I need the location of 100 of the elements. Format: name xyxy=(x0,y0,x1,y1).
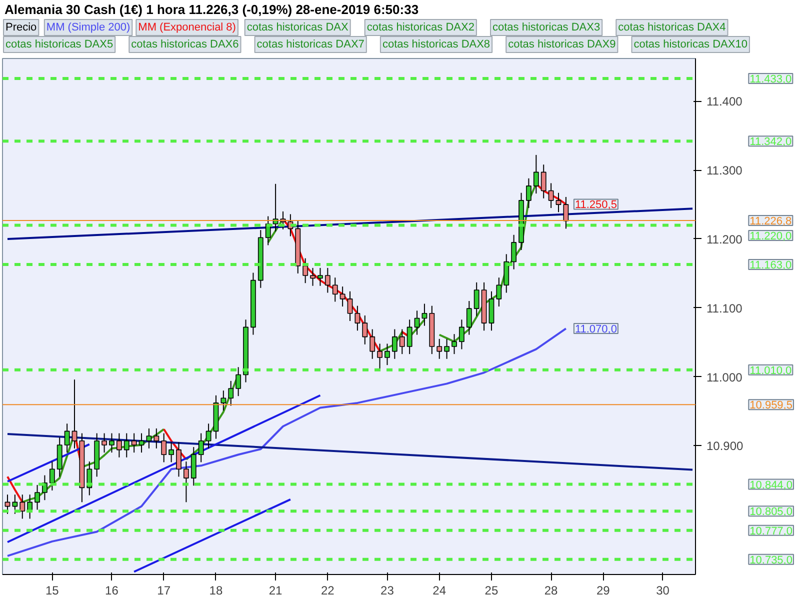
candlestick xyxy=(563,196,569,230)
candlestick xyxy=(34,484,40,510)
candlestick xyxy=(556,192,562,213)
candlestick xyxy=(548,182,554,208)
text: MM (Simple 200) xyxy=(46,22,130,34)
x-tick-label: 25 xyxy=(484,584,498,598)
candlestick xyxy=(12,494,18,514)
candlestick xyxy=(124,432,130,458)
candlestick xyxy=(302,258,308,284)
text: cotas historicas DAX4 xyxy=(618,22,726,34)
candlestick xyxy=(20,494,26,520)
ref-line-label: 11.220,0 xyxy=(750,230,792,243)
x-tick-label: 17 xyxy=(157,584,171,598)
text: cotas historicas DAX9 xyxy=(508,38,616,50)
x-tick-label: 21 xyxy=(268,584,283,598)
candlestick xyxy=(146,428,152,449)
candlestick xyxy=(318,267,323,286)
candlestick xyxy=(154,428,160,449)
x-tick-label: 22 xyxy=(320,584,335,598)
candlestick xyxy=(347,290,353,322)
ref-line-label: 11.226,8 xyxy=(750,216,792,228)
ref-line-label: 11.163,0 xyxy=(750,259,792,272)
candlestick xyxy=(540,164,546,199)
candlestick xyxy=(370,328,376,360)
candlestick xyxy=(49,461,55,491)
candlestick xyxy=(198,432,204,463)
x-tick-label: 15 xyxy=(45,584,60,598)
x-tick-label: 16 xyxy=(105,584,119,598)
ref-line-label: 10.805,0 xyxy=(750,506,792,518)
candlestick xyxy=(474,282,480,317)
candlestick xyxy=(406,319,412,355)
candlestick xyxy=(236,366,242,397)
ref-line-label: 10.959,5 xyxy=(750,400,792,412)
y-tick-label: 11.400 xyxy=(706,94,743,109)
y-tick-label: 10.900 xyxy=(706,439,744,454)
candlestick xyxy=(131,432,137,454)
ref-line-label: 11.010,0 xyxy=(750,364,792,377)
candlestick xyxy=(362,314,368,345)
line-series xyxy=(6,328,567,557)
candlestick xyxy=(436,338,442,360)
text: cotas historicas DAX3 xyxy=(492,22,600,34)
y-tick-label: 11.000 xyxy=(706,370,743,384)
candlestick xyxy=(310,267,316,286)
data-label: 11.250,5 xyxy=(574,199,617,212)
candlestick xyxy=(496,277,502,308)
candlestick xyxy=(109,432,114,454)
y-tick-label: 11.100 xyxy=(706,301,743,316)
x-tick-label: 28 xyxy=(544,584,558,598)
candlestick xyxy=(452,334,457,355)
x-tick-label: 29 xyxy=(596,584,610,598)
x-tick-label: 24 xyxy=(432,584,446,598)
candlestick xyxy=(64,423,70,454)
candlestick xyxy=(414,310,420,336)
text: cotas historicas DAX10 xyxy=(634,38,748,50)
candlestick xyxy=(444,338,450,360)
x-tick-label: 23 xyxy=(380,584,394,598)
candlestick xyxy=(399,328,405,355)
text: cotas historicas DAX8 xyxy=(382,38,490,50)
candlestick xyxy=(161,432,167,463)
candlestick xyxy=(340,286,346,308)
candlestick xyxy=(324,267,330,294)
chart-title: Alemania 30 Cash (1€) 1 hora 11.226,3 (-0,19%) 28-ene-2019 6:50:33 xyxy=(4,2,419,17)
candlestick xyxy=(422,303,428,326)
candlestick xyxy=(392,328,398,360)
x-tick-label: 18 xyxy=(209,584,223,598)
y-tick-label: 11.200 xyxy=(706,232,743,246)
candlestick xyxy=(458,319,464,350)
ref-line-label: 10.844,0 xyxy=(750,479,792,492)
candlestick xyxy=(504,254,510,294)
text: cotas historicas DAX xyxy=(246,22,349,34)
candlestick xyxy=(138,432,144,454)
text: cotas historicas DAX2 xyxy=(366,22,474,34)
text: MM (Exponencial 8) xyxy=(138,22,236,34)
ref-line-label: 11.433,0 xyxy=(750,73,792,86)
candlestick xyxy=(533,154,539,194)
data-label: 11.070,0 xyxy=(574,324,617,336)
candlestick xyxy=(220,390,226,412)
candlestick xyxy=(102,432,107,454)
text: Precio xyxy=(6,22,37,34)
y-tick-label: 11.300 xyxy=(706,164,743,178)
candlestick xyxy=(511,234,517,270)
candlestick xyxy=(377,343,382,370)
ref-line-label: 11.342,0 xyxy=(750,136,792,148)
ref-line-label: 10.735,0 xyxy=(750,554,792,566)
candlestick xyxy=(526,178,532,208)
candlestick xyxy=(466,300,472,336)
ref-line-label: 10.777,0 xyxy=(750,525,792,538)
candlestick xyxy=(228,380,234,406)
text: cotas historicas DAX5 xyxy=(6,38,114,50)
candlestick xyxy=(116,432,122,458)
candlestick xyxy=(176,442,182,478)
text: cotas historicas DAX7 xyxy=(256,38,364,50)
candlestick xyxy=(332,277,338,302)
candlestick xyxy=(384,343,390,366)
text: cotas historicas DAX6 xyxy=(131,38,239,50)
candlestick xyxy=(168,442,174,463)
x-tick-label: 30 xyxy=(656,584,670,598)
candlestick xyxy=(354,305,360,332)
candlestick xyxy=(183,461,189,503)
candlestick xyxy=(190,446,196,486)
